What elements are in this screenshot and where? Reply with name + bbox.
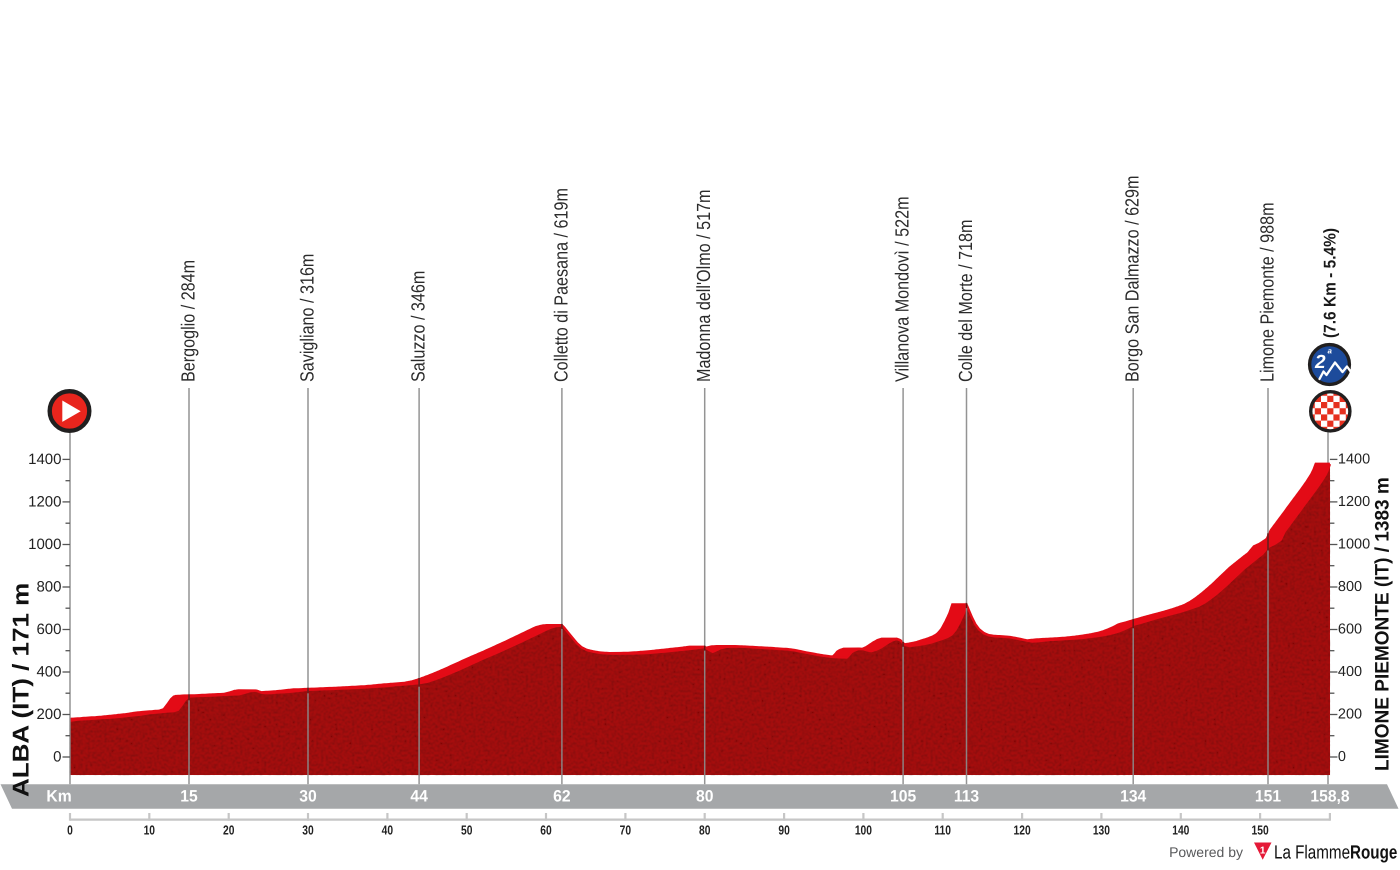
svg-text:150: 150 — [1252, 823, 1269, 838]
svg-text:200: 200 — [36, 706, 61, 723]
svg-text:400: 400 — [1338, 664, 1362, 680]
svg-text:ALBA (IT) / 171 m: ALBA (IT) / 171 m — [7, 583, 33, 797]
svg-text:1400: 1400 — [1338, 451, 1370, 467]
svg-text:200: 200 — [1338, 707, 1362, 723]
svg-text:Km: Km — [46, 788, 71, 806]
svg-text:Borgo San Dalmazzo / 629m: Borgo San Dalmazzo / 629m — [1123, 176, 1144, 382]
svg-text:Bergoglio / 284m: Bergoglio / 284m — [179, 260, 200, 382]
svg-text:113: 113 — [954, 788, 979, 806]
svg-text:1400: 1400 — [28, 451, 61, 468]
svg-text:La FlammeRouge: La FlammeRouge — [1274, 843, 1397, 864]
svg-text:Madonna dell'Olmo / 517m: Madonna dell'Olmo / 517m — [694, 189, 715, 382]
svg-text:90: 90 — [778, 823, 789, 838]
svg-text:15: 15 — [180, 788, 197, 806]
svg-text:2: 2 — [1314, 352, 1326, 373]
svg-text:80: 80 — [699, 823, 710, 838]
svg-text:Colletto di Paesana / 619m: Colletto di Paesana / 619m — [551, 188, 572, 382]
svg-text:105: 105 — [890, 788, 916, 806]
svg-text:Villanova Mondovì / 522m: Villanova Mondovì / 522m — [893, 196, 914, 382]
svg-text:800: 800 — [1338, 579, 1362, 595]
svg-text:0: 0 — [67, 823, 73, 838]
svg-text:20: 20 — [223, 823, 234, 838]
svg-text:(7.6 Km - 5.4%): (7.6 Km - 5.4%) — [1321, 228, 1340, 338]
svg-text:1200: 1200 — [28, 493, 61, 510]
svg-text:600: 600 — [1338, 622, 1362, 638]
svg-text:100: 100 — [855, 823, 872, 838]
svg-text:151: 151 — [1255, 788, 1281, 806]
svg-text:Savigliano / 316m: Savigliano / 316m — [298, 254, 319, 382]
svg-text:40: 40 — [382, 823, 393, 838]
svg-text:140: 140 — [1172, 823, 1189, 838]
svg-text:158,8: 158,8 — [1310, 788, 1349, 806]
svg-text:1: 1 — [1260, 846, 1266, 857]
svg-text:80: 80 — [696, 788, 713, 806]
svg-text:70: 70 — [620, 823, 631, 838]
svg-text:400: 400 — [36, 664, 61, 681]
svg-text:1000: 1000 — [28, 536, 61, 553]
svg-text:800: 800 — [36, 579, 61, 596]
svg-text:1000: 1000 — [1338, 537, 1370, 553]
svg-text:LIMONE PIEMONTE (IT) / 1383 m: LIMONE PIEMONTE (IT) / 1383 m — [1371, 477, 1393, 771]
svg-text:44: 44 — [410, 788, 428, 806]
svg-text:Colle del Morte / 718m: Colle del Morte / 718m — [956, 220, 977, 382]
svg-text:1200: 1200 — [1338, 494, 1370, 510]
svg-text:600: 600 — [36, 621, 61, 638]
svg-text:130: 130 — [1093, 823, 1110, 838]
svg-text:Saluzzo / 346m: Saluzzo / 346m — [409, 271, 430, 382]
svg-text:10: 10 — [144, 823, 155, 838]
svg-text:60: 60 — [540, 823, 551, 838]
svg-text:120: 120 — [1014, 823, 1031, 838]
svg-text:62: 62 — [553, 788, 570, 806]
svg-text:0: 0 — [53, 749, 61, 766]
svg-text:134: 134 — [1120, 788, 1147, 806]
svg-text:ª: ª — [1327, 347, 1332, 361]
svg-text:Limone Piemonte / 988m: Limone Piemonte / 988m — [1258, 202, 1279, 382]
svg-text:110: 110 — [934, 823, 951, 838]
svg-text:0: 0 — [1338, 749, 1346, 765]
svg-text:30: 30 — [302, 823, 313, 838]
svg-text:Powered by: Powered by — [1169, 844, 1243, 860]
svg-text:50: 50 — [461, 823, 472, 838]
svg-text:30: 30 — [299, 788, 316, 806]
